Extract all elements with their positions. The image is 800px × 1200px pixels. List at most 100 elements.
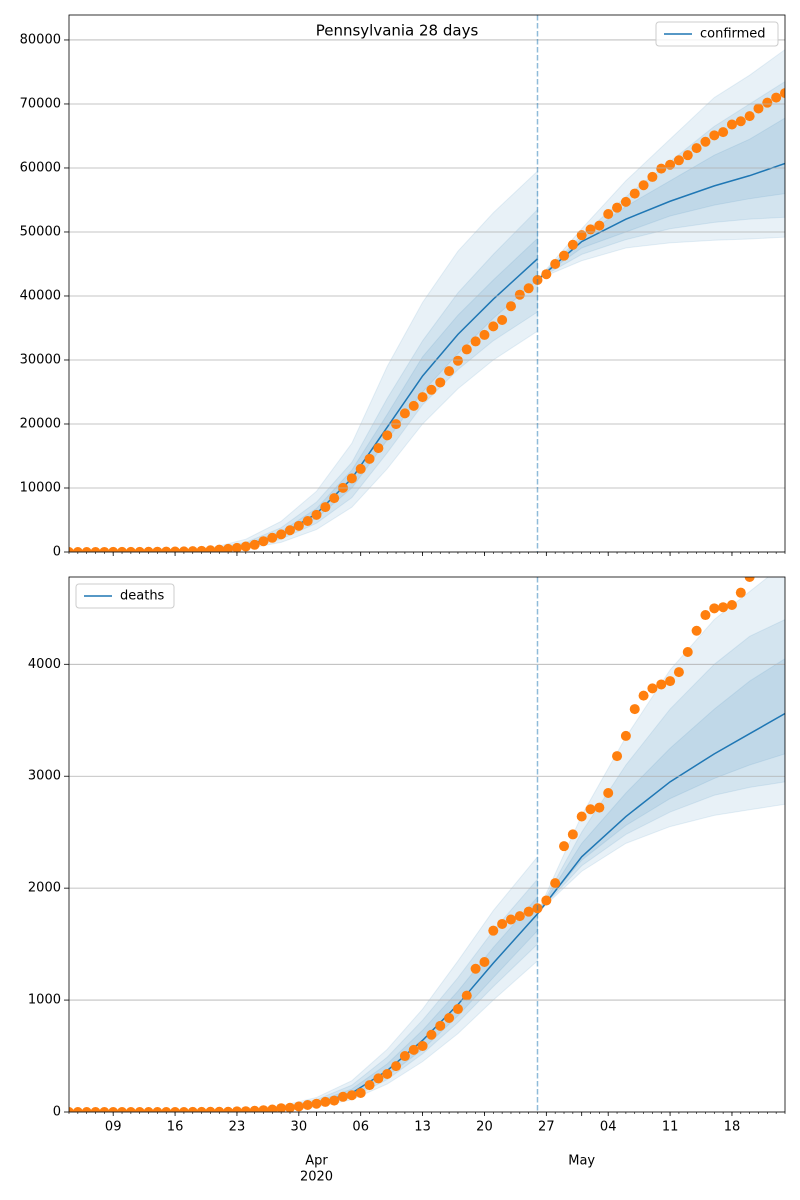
y-tick-label: 50000 bbox=[20, 224, 61, 239]
observed-point bbox=[99, 546, 110, 552]
observed-point bbox=[585, 224, 596, 235]
band bbox=[537, 117, 785, 280]
observed-point bbox=[505, 914, 516, 925]
observed-point bbox=[399, 408, 410, 419]
observed-point bbox=[214, 544, 225, 552]
y-tick-label: 3000 bbox=[28, 769, 61, 784]
observed-point bbox=[735, 116, 746, 127]
observed-point bbox=[594, 220, 605, 231]
y-tick-label: 2000 bbox=[28, 881, 61, 896]
observed-point bbox=[541, 895, 552, 906]
observed-point bbox=[90, 546, 101, 552]
band bbox=[537, 618, 785, 914]
observed-point bbox=[117, 1107, 128, 1112]
observed-point bbox=[470, 963, 481, 974]
observed-point bbox=[461, 990, 472, 1001]
x-tick-label: 06 bbox=[352, 1120, 369, 1135]
observed-point bbox=[267, 532, 278, 543]
observed-point bbox=[373, 443, 384, 454]
x-tick-label: 20 bbox=[476, 1120, 493, 1135]
observed-point bbox=[320, 1096, 331, 1107]
observed-point bbox=[665, 676, 676, 687]
observed-point bbox=[72, 1107, 83, 1112]
observed-point bbox=[514, 911, 525, 922]
observed-point bbox=[284, 525, 295, 536]
observed-point bbox=[373, 1073, 384, 1084]
observed-point bbox=[514, 289, 525, 300]
observed-point bbox=[178, 1107, 189, 1112]
observed-point bbox=[346, 473, 357, 484]
plot-area bbox=[69, 577, 785, 1112]
x-tick-label: 30 bbox=[291, 1120, 308, 1135]
observed-point bbox=[523, 283, 534, 294]
observed-point bbox=[762, 97, 773, 108]
observed-point bbox=[744, 577, 755, 582]
observed-point bbox=[426, 384, 437, 395]
observed-point bbox=[293, 520, 304, 531]
observed-point bbox=[399, 1051, 410, 1062]
model-line bbox=[537, 162, 785, 281]
observed-point bbox=[673, 155, 684, 166]
observed-point bbox=[629, 188, 640, 199]
observed-point bbox=[417, 1040, 428, 1051]
observed-point bbox=[744, 111, 755, 122]
observed-point bbox=[726, 599, 737, 610]
x-tick-label: 04 bbox=[600, 1120, 617, 1135]
observed-point bbox=[682, 150, 693, 161]
observed-point bbox=[240, 541, 251, 552]
x-tick-label: 13 bbox=[414, 1120, 431, 1135]
observed-point bbox=[656, 679, 667, 690]
observed-point bbox=[585, 804, 596, 815]
x-tick-label: 16 bbox=[167, 1120, 184, 1135]
observed-point bbox=[231, 1106, 242, 1112]
observed-point bbox=[143, 1107, 154, 1112]
observed-point bbox=[125, 1107, 136, 1112]
observed-point bbox=[249, 539, 260, 550]
observed-point bbox=[780, 88, 785, 99]
observed-point bbox=[718, 127, 729, 138]
observed-point bbox=[576, 811, 587, 822]
observed-point bbox=[673, 667, 684, 678]
legend-label: deaths bbox=[120, 589, 165, 604]
x-tick-label: 18 bbox=[724, 1120, 741, 1135]
observed-point bbox=[709, 603, 720, 614]
observed-point bbox=[240, 1106, 251, 1112]
observed-point bbox=[117, 546, 128, 552]
observed-point bbox=[302, 1099, 313, 1110]
observed-point bbox=[69, 1107, 74, 1112]
observed-point bbox=[700, 610, 711, 621]
observed-point bbox=[258, 536, 269, 547]
x-month-label: Apr bbox=[305, 1154, 328, 1169]
observed-point bbox=[435, 377, 446, 388]
observed-point bbox=[170, 1107, 181, 1112]
observed-point bbox=[629, 704, 640, 715]
observed-point bbox=[391, 1061, 402, 1072]
observed-point bbox=[576, 230, 587, 241]
legend-box bbox=[75, 583, 175, 609]
observed-point bbox=[108, 546, 119, 552]
axes-frame bbox=[68, 576, 786, 1113]
observed-point bbox=[284, 1102, 295, 1112]
observed-point bbox=[161, 546, 172, 552]
y-tick-label: 4000 bbox=[28, 657, 61, 672]
observed-point bbox=[682, 646, 693, 657]
observed-point bbox=[665, 159, 676, 170]
observed-point bbox=[488, 321, 499, 332]
observed-point bbox=[178, 546, 189, 552]
observed-point bbox=[346, 1090, 357, 1101]
observed-point bbox=[559, 841, 570, 852]
observed-point bbox=[735, 587, 746, 598]
observed-point bbox=[338, 1091, 349, 1102]
y-tick-label: 20000 bbox=[20, 416, 61, 431]
observed-point bbox=[81, 546, 92, 552]
observed-point bbox=[223, 1106, 234, 1112]
observed-point bbox=[152, 1107, 163, 1112]
observed-point bbox=[125, 546, 136, 552]
observed-point bbox=[223, 543, 234, 552]
legend-label: confirmed bbox=[700, 27, 766, 42]
observed-point bbox=[170, 546, 181, 552]
axes-frame bbox=[68, 14, 786, 553]
observed-point bbox=[603, 209, 614, 220]
band bbox=[537, 658, 785, 914]
observed-point bbox=[594, 802, 605, 813]
